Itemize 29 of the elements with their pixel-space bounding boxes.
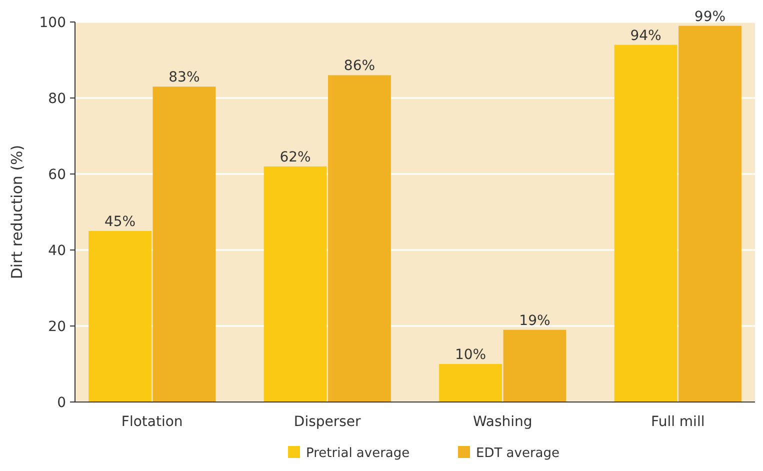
legend-label: Pretrial average <box>306 446 410 461</box>
y-axis-title: Dirt reduction (%) <box>8 144 26 280</box>
y-tick-label: 100 <box>39 14 66 31</box>
bar <box>439 364 502 402</box>
data-label: 10% <box>454 347 486 363</box>
data-label: 19% <box>519 312 550 329</box>
x-tick-label: Disperser <box>294 414 362 430</box>
legend-label: EDT average <box>476 446 560 461</box>
bar <box>264 166 327 402</box>
data-label: 83% <box>168 70 200 86</box>
x-tick-label: Full mill <box>651 414 705 430</box>
data-label: 45% <box>104 214 136 230</box>
data-label: 86% <box>344 58 376 74</box>
bar <box>503 330 566 402</box>
data-label: 62% <box>280 149 311 166</box>
y-tick-label: 20 <box>48 318 66 335</box>
bar <box>152 86 216 402</box>
y-tick-label: 80 <box>48 90 66 107</box>
bar <box>678 26 742 402</box>
bar <box>328 75 391 402</box>
data-label: 99% <box>694 8 726 25</box>
bar <box>88 231 152 402</box>
bar <box>614 44 678 402</box>
y-tick-label: 40 <box>48 242 66 259</box>
x-tick-label: Washing <box>472 414 532 430</box>
y-tick-label: 60 <box>48 166 66 183</box>
data-label: 94% <box>630 28 662 44</box>
x-tick-label: Flotation <box>121 414 183 430</box>
y-tick-label: 0 <box>57 394 66 411</box>
